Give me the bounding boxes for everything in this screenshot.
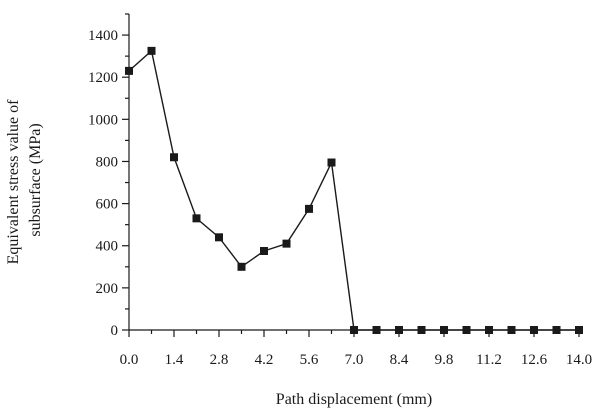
- y-tick-label: 200: [96, 281, 119, 297]
- series-line: [128, 49, 579, 331]
- y-axis-label: Equivalent stress value of subsurface (M…: [5, 96, 44, 265]
- data-point: [485, 326, 493, 334]
- y-axis-label-line-2: subsurface (MPa): [27, 123, 44, 236]
- series-group: [125, 46, 583, 334]
- x-tick-label: 11.2: [476, 352, 502, 368]
- x-tick-label: 8.4: [390, 352, 409, 368]
- data-point: [282, 239, 291, 248]
- data-point: [125, 66, 133, 75]
- y-tick-label: 0: [111, 323, 119, 339]
- data-point: [440, 326, 448, 334]
- y-tick-label: 800: [96, 154, 119, 170]
- data-point: [215, 233, 223, 242]
- x-tick-label: 0.0: [120, 352, 139, 368]
- x-tick-label: 9.8: [435, 352, 454, 368]
- data-point: [552, 326, 561, 334]
- x-tick-label: 4.2: [255, 352, 274, 368]
- y-axis-label-line-1: Equivalent stress value of: [5, 99, 22, 265]
- axes: [128, 14, 579, 331]
- data-point: [507, 326, 516, 334]
- data-point: [462, 326, 471, 334]
- y-tick-label: 1000: [88, 112, 118, 128]
- x-tick-label: 14.0: [566, 352, 592, 368]
- y-tick-label: 400: [96, 239, 119, 255]
- data-point: [170, 153, 178, 162]
- data-point: [395, 326, 403, 334]
- tick-group: 0 200 400 600 800 1000 1200 1400 0.0 1.4 2.8 4.2 5.6…: [88, 13, 592, 368]
- y-tick-label: 1200: [88, 70, 118, 86]
- x-tick-label: 12.6: [521, 352, 548, 368]
- data-point: [192, 214, 201, 223]
- x-tick-label: 1.4: [165, 352, 184, 368]
- x-tick-label: 7.0: [345, 352, 364, 368]
- data-point: [147, 46, 156, 55]
- data-point: [305, 204, 313, 213]
- data-point: [327, 158, 336, 167]
- data-point: [350, 326, 358, 334]
- data-point: [260, 247, 268, 255]
- x-tick-label: 5.6: [300, 352, 319, 368]
- data-point: [237, 262, 246, 271]
- data-point: [417, 326, 426, 334]
- x-tick-label: 2.8: [210, 352, 229, 368]
- y-tick-label: 1400: [88, 28, 118, 44]
- data-point: [530, 326, 538, 334]
- x-axis-label: Path displacement (mm): [276, 391, 432, 408]
- data-point: [575, 326, 583, 334]
- y-tick-label: 600: [96, 197, 119, 213]
- data-point: [372, 326, 381, 334]
- label-group: Path displacement (mm) Equivalent stress…: [5, 96, 432, 408]
